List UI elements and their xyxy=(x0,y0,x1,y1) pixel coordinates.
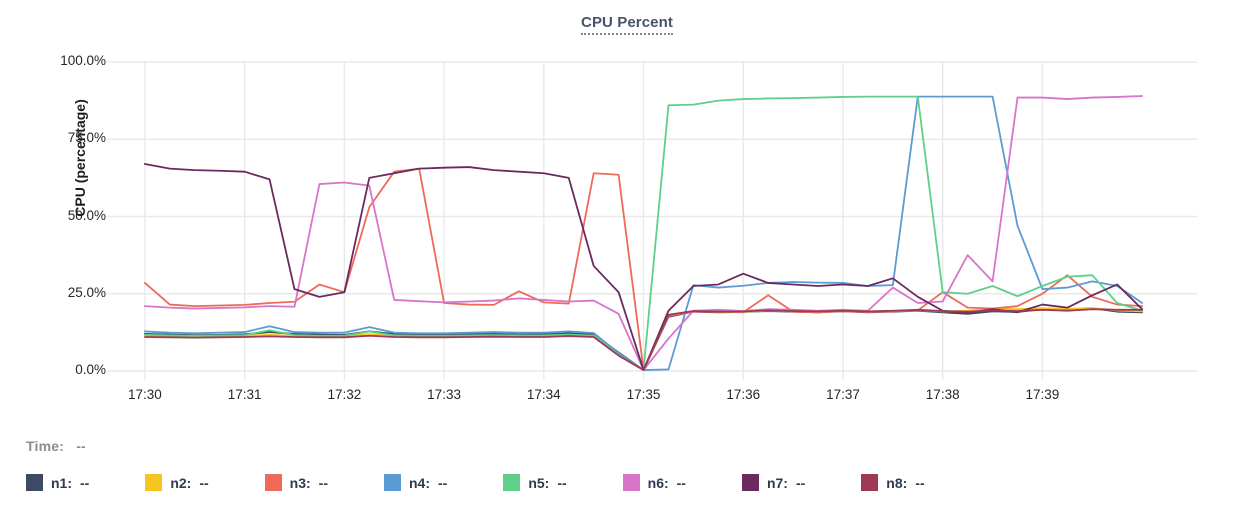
legend-item-n7[interactable]: n7: -- xyxy=(741,474,806,491)
x-tick-label: 17:30 xyxy=(128,387,162,402)
legend-series-value: -- xyxy=(676,474,686,491)
x-tick-label: 17:32 xyxy=(327,387,362,402)
x-tick-label: 17:39 xyxy=(1025,387,1060,402)
legend-series-value: -- xyxy=(795,474,806,491)
x-tick-label: 17:36 xyxy=(726,387,761,402)
legend-item-n2[interactable]: n2: -- xyxy=(145,474,209,491)
legend-time-label: Time: xyxy=(26,438,65,454)
legend-swatch-icon xyxy=(145,474,163,491)
legend-series-label: n3: xyxy=(289,474,311,491)
legend-series-label: n2: xyxy=(170,474,192,491)
legend-time-row: Time: -- xyxy=(26,438,1226,454)
legend-swatch-icon xyxy=(383,474,401,491)
y-tick-label: 75.0% xyxy=(67,130,106,146)
legend-series-value: -- xyxy=(199,474,209,491)
legend-item-n5[interactable]: n5: -- xyxy=(503,474,567,491)
legend-swatch-icon xyxy=(264,474,282,491)
x-tick-label: 17:31 xyxy=(227,387,262,402)
x-tick-label: 17:37 xyxy=(826,387,860,402)
legend-item-n4[interactable]: n4: -- xyxy=(383,474,448,491)
legend-item-n6[interactable]: n6: -- xyxy=(622,474,686,491)
x-tick-label: 17:35 xyxy=(626,387,661,402)
legend-series-value: -- xyxy=(318,474,328,491)
legend-time-value: -- xyxy=(76,438,86,454)
legend-series-label: n1: xyxy=(51,474,72,491)
chart-legend: Time: -- n1: -- n2: -- n3: -- n4: -- n5: -- n6: -- n… xyxy=(26,438,1226,491)
legend-swatch-icon xyxy=(26,474,43,491)
legend-series-value: -- xyxy=(80,474,90,491)
legend-swatch-icon xyxy=(741,474,759,491)
legend-item-n3[interactable]: n3: -- xyxy=(264,474,328,491)
legend-swatch-icon xyxy=(861,474,879,491)
chart-title: CPU Percent xyxy=(0,14,1254,35)
y-tick-label: 100.0% xyxy=(60,53,106,68)
legend-item-n8[interactable]: n8: -- xyxy=(861,474,925,491)
x-tick-label: 17:34 xyxy=(526,387,561,402)
chart-title-text: CPU Percent xyxy=(581,14,673,35)
legend-series-value: -- xyxy=(915,474,925,491)
legend-swatch-icon xyxy=(503,474,521,491)
y-tick-label: 0.0% xyxy=(75,362,106,377)
y-tick-label: 50.0% xyxy=(67,207,106,223)
legend-series-label: n6: xyxy=(647,474,669,491)
legend-series-value: -- xyxy=(557,474,567,491)
legend-series-value: -- xyxy=(437,474,448,491)
x-tick-label: 17:38 xyxy=(925,387,960,402)
y-tick-label: 25.0% xyxy=(67,284,106,300)
legend-series-label: n5: xyxy=(528,474,550,491)
legend-series-row: n1: -- n2: -- n3: -- n4: -- n5: -- n6: -- n7: -- n8: -- xyxy=(26,474,1226,491)
legend-item-n1[interactable]: n1: -- xyxy=(26,474,89,491)
legend-swatch-icon xyxy=(622,474,640,491)
legend-series-label: n7: xyxy=(766,474,788,491)
legend-series-label: n8: xyxy=(886,474,908,491)
x-tick-label: 17:33 xyxy=(427,387,461,402)
legend-series-label: n4: xyxy=(408,474,430,491)
series-line-n8 xyxy=(144,308,1144,371)
